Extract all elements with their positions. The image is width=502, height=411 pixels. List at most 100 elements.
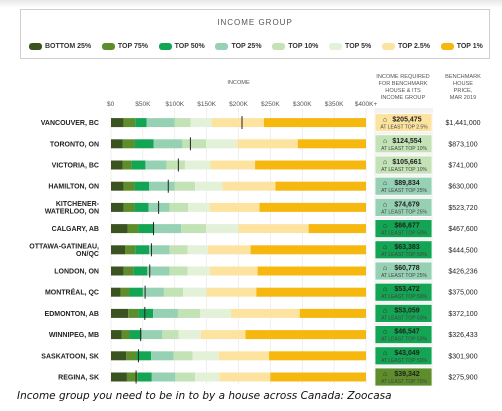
bar-segment bbox=[111, 266, 124, 276]
bar-segment bbox=[169, 202, 189, 212]
benchmark-price: $444,500 bbox=[448, 247, 477, 254]
house-icon: ⌂ bbox=[383, 223, 387, 230]
bar-segment bbox=[275, 181, 366, 191]
required-income-group: AT LEAST TOP 2.5% bbox=[380, 125, 428, 131]
bar-segment bbox=[131, 160, 146, 170]
city-label: EDMONTON, AB bbox=[45, 311, 99, 318]
city-label: OTTAWA-GATINEAU, bbox=[29, 243, 99, 250]
bar-segment bbox=[222, 181, 276, 191]
required-income-box bbox=[374, 113, 433, 132]
bar-segment bbox=[195, 181, 223, 191]
bar-segment bbox=[135, 118, 147, 128]
bar-segment bbox=[111, 202, 124, 212]
house-icon: ⌂ bbox=[383, 286, 387, 293]
bar-segment bbox=[207, 245, 251, 255]
bar-segment bbox=[190, 118, 212, 128]
legend-label: TOP 10% bbox=[288, 42, 319, 50]
bar-segment bbox=[238, 224, 309, 234]
required-income-box bbox=[374, 367, 433, 387]
required-income-group: AT LEAST TOP 50% bbox=[381, 358, 427, 364]
required-income-value: $89,834 bbox=[394, 180, 419, 187]
legend-swatch bbox=[272, 42, 286, 50]
required-income-box bbox=[374, 325, 433, 345]
bar-segment bbox=[209, 202, 260, 212]
bar-segment bbox=[255, 160, 366, 170]
benchmark-price: $375,000 bbox=[448, 290, 477, 297]
bar-segment bbox=[210, 160, 256, 170]
required-income-value: $63,383 bbox=[394, 244, 419, 251]
bar-segment bbox=[269, 351, 366, 361]
price-header: HOUSE bbox=[453, 81, 473, 87]
x-tick-label: $150K bbox=[197, 101, 216, 108]
bar-segment bbox=[183, 287, 207, 297]
city-label: VICTORIA, BC bbox=[52, 163, 99, 170]
bar-segment bbox=[137, 372, 152, 382]
required-income-box bbox=[374, 134, 433, 154]
legend-item: TOP 50% bbox=[158, 42, 205, 50]
bar-segment bbox=[111, 160, 123, 170]
bar-segment bbox=[177, 308, 201, 318]
city-label: HAMILTON, ON bbox=[48, 184, 99, 191]
required-header: HOUSE & ITS bbox=[385, 88, 421, 94]
required-income-box bbox=[374, 261, 433, 281]
bar-segment bbox=[129, 287, 143, 297]
bar-segment bbox=[264, 118, 366, 128]
bar-segment bbox=[259, 202, 366, 212]
bar-segment bbox=[129, 330, 142, 340]
legend-label: TOP 25% bbox=[231, 42, 262, 50]
price-header: BENCHMARK bbox=[445, 74, 481, 80]
price-header: MAR 2019 bbox=[450, 95, 476, 101]
bar-segment bbox=[154, 224, 182, 234]
bar-segment bbox=[111, 372, 127, 382]
house-icon: ⌂ bbox=[383, 371, 387, 378]
price-header: PRICE, bbox=[454, 88, 473, 94]
bar-segment bbox=[123, 181, 135, 191]
legend-item: TOP 2.5% bbox=[381, 42, 430, 50]
bar-segment bbox=[147, 266, 170, 276]
legend: INCOME GROUP BOTTOM 25% TOP 75% TOP 50% TOP… bbox=[20, 9, 490, 59]
bar-segment bbox=[134, 181, 150, 191]
bar-segment bbox=[111, 351, 127, 361]
bar-segment bbox=[126, 372, 138, 382]
benchmark-price: $523,720 bbox=[448, 205, 477, 212]
required-income-value: $60,778 bbox=[394, 265, 419, 272]
legend-label: TOP 2.5% bbox=[397, 42, 430, 50]
bar-segment bbox=[166, 160, 185, 170]
bar-segment bbox=[230, 308, 300, 318]
bar-segment bbox=[142, 287, 164, 297]
bar-segment bbox=[111, 139, 123, 149]
required-income-value: $124,554 bbox=[392, 138, 421, 145]
bar-segment bbox=[127, 224, 139, 234]
city-label: WATERLOO, ON bbox=[45, 208, 99, 215]
bar-segment bbox=[134, 202, 149, 212]
bar-segment bbox=[138, 224, 155, 234]
benchmark-price: $467,600 bbox=[448, 226, 477, 233]
house-icon: ⌂ bbox=[383, 350, 387, 357]
benchmark-price: $372,100 bbox=[448, 311, 477, 318]
benchmark-price: $741,000 bbox=[448, 163, 477, 170]
bar-segment bbox=[123, 118, 136, 128]
bar-segment bbox=[205, 224, 239, 234]
bar-segment bbox=[218, 351, 270, 361]
bar-segment bbox=[200, 330, 246, 340]
legend-label: TOP 75% bbox=[117, 42, 148, 50]
legend-swatch bbox=[29, 42, 42, 50]
bar-segment bbox=[122, 160, 132, 170]
bar-segment bbox=[136, 351, 152, 361]
required-income-box bbox=[374, 303, 433, 323]
required-header: INCOME REQUIRED bbox=[376, 74, 429, 80]
required-header: INCOME GROUP bbox=[381, 95, 426, 101]
bar-segment bbox=[175, 372, 196, 382]
required-income-value: $39,342 bbox=[394, 371, 419, 378]
bar-segment bbox=[125, 245, 136, 255]
bar-segment bbox=[141, 330, 162, 340]
benchmark-price: $426,236 bbox=[448, 269, 477, 276]
bar-segment bbox=[270, 372, 366, 382]
bar-segment bbox=[209, 266, 258, 276]
required-income-value: $66,677 bbox=[394, 223, 419, 230]
caption: Income group you need to be in to by a h… bbox=[17, 390, 392, 402]
required-income-value: $53,472 bbox=[394, 286, 419, 293]
house-icon: ⌂ bbox=[383, 244, 387, 251]
legend-item: TOP 25% bbox=[215, 42, 262, 50]
